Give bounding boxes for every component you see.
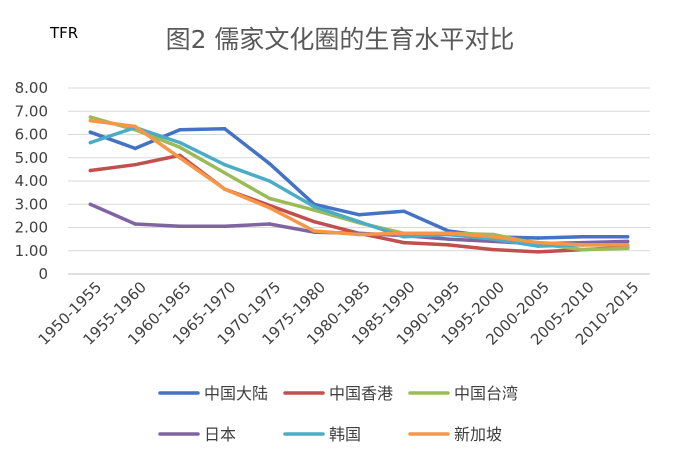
data-point	[267, 205, 272, 210]
y-tick-label: 2.00	[15, 219, 48, 237]
data-point	[536, 236, 540, 240]
data-point	[581, 243, 585, 247]
data-point	[88, 115, 93, 119]
y-tick-label: 8.00	[15, 79, 48, 97]
legend-label: 新加坡	[454, 425, 502, 444]
data-point	[625, 235, 630, 239]
series-line	[88, 115, 630, 252]
data-point	[267, 179, 272, 183]
data-point	[88, 118, 93, 123]
data-point	[178, 156, 182, 160]
data-point	[625, 246, 630, 251]
data-point	[222, 187, 227, 191]
legend-label: 中国香港	[329, 384, 393, 403]
y-tick-label: 1.00	[15, 242, 48, 260]
data-point	[133, 162, 137, 167]
data-point	[222, 224, 227, 229]
data-point	[357, 232, 361, 237]
data-point	[267, 196, 272, 201]
data-point	[88, 130, 93, 134]
data-point	[133, 146, 137, 151]
legend-label: 中国台湾	[454, 384, 518, 403]
data-point	[625, 243, 630, 247]
data-point	[178, 145, 182, 150]
data-point	[536, 250, 540, 254]
y-tick-label: 7.00	[15, 102, 48, 120]
data-point	[88, 168, 93, 173]
data-point	[222, 126, 227, 131]
data-point	[267, 161, 272, 166]
data-point	[178, 128, 182, 132]
data-point	[312, 204, 316, 209]
x-axis-ticks: 1950-19551955-19601960-19651965-19701970…	[35, 278, 643, 349]
y-axis-label: TFR	[49, 24, 78, 42]
legend-label: 中国大陆	[204, 384, 268, 403]
data-point	[222, 171, 227, 175]
data-point	[222, 162, 227, 167]
data-point	[402, 240, 406, 245]
y-tick-label: 5.00	[15, 149, 48, 167]
data-point	[402, 231, 406, 236]
data-point	[133, 124, 137, 129]
series-lines	[88, 115, 630, 254]
data-point	[178, 224, 182, 229]
y-tick-label: 0	[38, 265, 48, 283]
data-point	[581, 247, 585, 252]
data-point	[446, 237, 451, 241]
data-point	[625, 239, 630, 244]
data-point	[491, 247, 496, 252]
data-point	[402, 209, 406, 213]
data-point	[88, 202, 93, 206]
legend-label: 韩国	[329, 425, 361, 444]
y-axis-ticks: 0 1.00 2.00 3.00 4.00 5.00 6.00 7.00 8.00	[15, 79, 48, 283]
data-point	[446, 243, 451, 247]
data-point	[357, 212, 361, 217]
data-point	[133, 222, 137, 226]
chart-title: 图2 儒家文化圈的生育水平对比	[166, 25, 515, 54]
data-point	[312, 219, 316, 224]
data-point	[178, 140, 182, 145]
data-point	[312, 229, 316, 233]
data-point	[267, 222, 272, 226]
y-tick-label: 4.00	[15, 172, 48, 190]
y-tick-label: 3.00	[15, 195, 48, 213]
data-point	[446, 231, 451, 236]
data-point	[536, 240, 540, 245]
data-point	[581, 235, 585, 239]
y-tick-label: 6.00	[15, 126, 48, 144]
data-point	[88, 140, 93, 145]
data-point	[491, 235, 496, 239]
data-point	[312, 208, 316, 212]
data-point	[536, 244, 540, 248]
data-point	[402, 235, 406, 239]
data-point	[357, 219, 361, 224]
legend-label: 日本	[204, 425, 236, 444]
